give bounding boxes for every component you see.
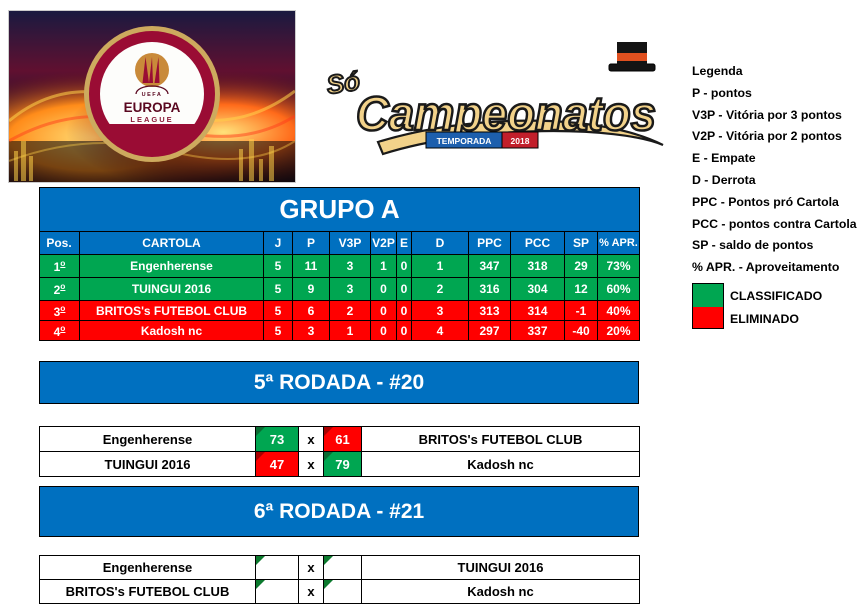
- svg-text:LEAGUE: LEAGUE: [130, 115, 173, 124]
- svg-text:EUROPA: EUROPA: [124, 100, 181, 115]
- svg-text:2018: 2018: [511, 136, 530, 146]
- svg-text:TEMPORADA: TEMPORADA: [437, 136, 492, 146]
- svg-text:UEFA: UEFA: [142, 92, 163, 98]
